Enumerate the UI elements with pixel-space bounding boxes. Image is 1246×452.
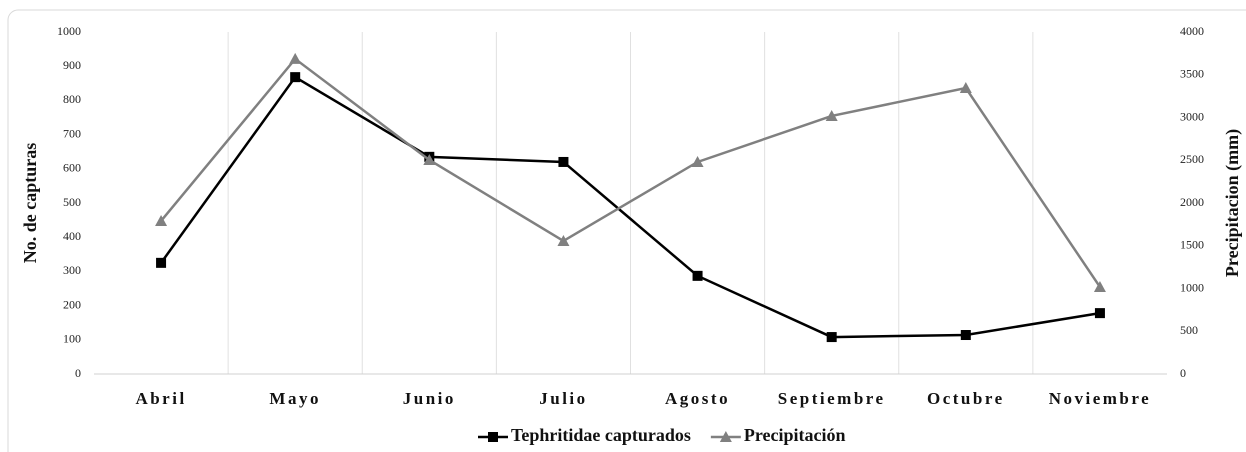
x-tick-label: Mayo — [269, 389, 321, 408]
y-tick-label: 800 — [63, 92, 81, 106]
marker — [692, 270, 703, 281]
marker — [290, 72, 301, 83]
chart-border — [7, 9, 1246, 452]
marker — [1093, 280, 1106, 292]
x-tick-label: Abril — [135, 389, 186, 408]
marker — [1094, 308, 1105, 319]
marker — [558, 156, 569, 167]
y2-tick-label: 2500 — [1180, 152, 1204, 166]
line — [160, 75, 1101, 339]
y-axis-label: No. de capturas — [20, 143, 40, 264]
y2-tick-label: 2000 — [1180, 195, 1204, 209]
y-tick-label: 600 — [63, 161, 81, 175]
y2-tick-label: 1000 — [1180, 280, 1204, 294]
marker — [826, 332, 837, 343]
y-tick-label: 700 — [63, 126, 81, 140]
line — [160, 57, 1101, 288]
y-tick-label: 500 — [63, 195, 81, 209]
marker — [488, 432, 498, 442]
x-tick-label: Noviembre — [1049, 389, 1151, 408]
y2-tick-label: 500 — [1180, 323, 1198, 337]
x-tick-label: Julio — [539, 389, 587, 408]
marker — [719, 431, 732, 442]
marker — [289, 52, 302, 64]
y-tick-label: 900 — [63, 58, 81, 72]
x-tick-label: Agosto — [665, 389, 730, 408]
y-tick-label: 400 — [63, 229, 81, 243]
x-tick-label: Junio — [403, 389, 456, 408]
y2-tick-label: 3000 — [1180, 109, 1204, 123]
marker — [691, 155, 704, 167]
x-tick-label: Septiembre — [778, 389, 886, 408]
y2-tick-label: 0 — [1180, 366, 1186, 380]
x-tick-label: Octubre — [927, 389, 1005, 408]
y-tick-label: 1000 — [57, 24, 81, 38]
marker — [825, 109, 838, 121]
y2-tick-label: 4000 — [1180, 24, 1204, 38]
y-tick-label: 300 — [63, 263, 81, 277]
legend-label: Tephritidae capturados — [511, 425, 691, 445]
y2-axis-label: Precipitacion (mm) — [1222, 129, 1243, 277]
marker — [155, 214, 168, 226]
marker — [959, 82, 972, 94]
y-tick-label: 0 — [75, 366, 81, 380]
y2-tick-label: 1500 — [1180, 238, 1204, 252]
marker — [156, 257, 167, 268]
marker — [557, 234, 570, 246]
marker — [960, 330, 971, 341]
y-tick-label: 200 — [63, 297, 81, 311]
legend-label: Precipitación — [744, 425, 846, 445]
y2-tick-label: 3500 — [1180, 67, 1204, 81]
y-tick-label: 100 — [63, 332, 81, 346]
marker — [423, 153, 436, 165]
